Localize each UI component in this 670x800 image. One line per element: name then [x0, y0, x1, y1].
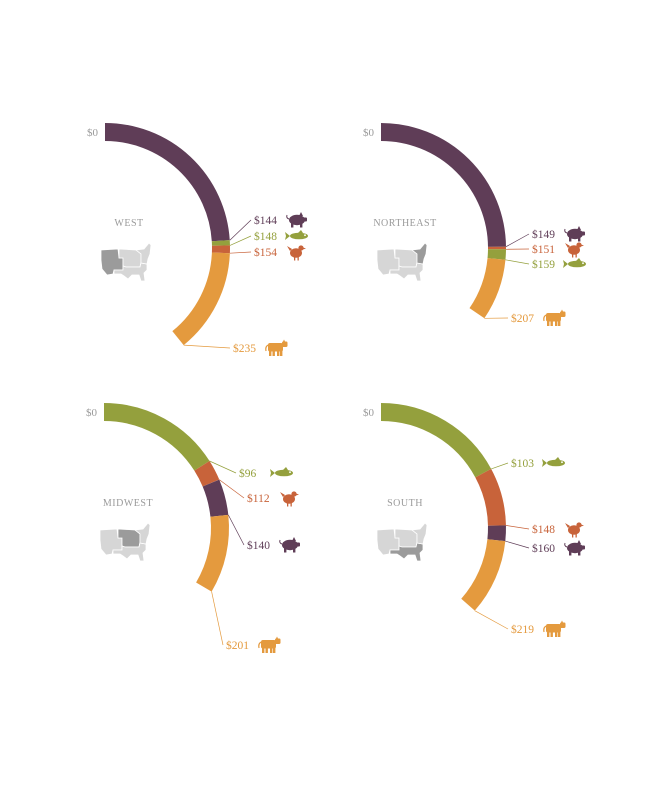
- fish-icon: [285, 230, 308, 240]
- fish-icon: [563, 258, 586, 268]
- us-map-highlight-south: [389, 542, 424, 562]
- arc-segment-pork: [202, 479, 229, 518]
- value-label-seafood: $103: [511, 457, 534, 470]
- arc-segment-seafood: [103, 403, 210, 471]
- zero-label: $0: [363, 407, 375, 419]
- value-label-beef: $201: [226, 639, 249, 652]
- arc-segment-seafood: [487, 249, 506, 260]
- us-map-highlight-northeast: [411, 242, 428, 265]
- us-map-south: [389, 262, 424, 282]
- leader-line-pork: [227, 514, 245, 546]
- region-label: SOUTH: [387, 498, 423, 509]
- us-map-northeast: [411, 522, 428, 545]
- zero-label: $0: [363, 127, 375, 139]
- arc-segment-seafood: [380, 403, 492, 478]
- panel-midwest: $0 MIDWEST $96 $112 $140 $201: [86, 403, 300, 653]
- pig-icon: [279, 537, 300, 553]
- us-map-icon: [376, 242, 428, 282]
- arc-segment-chicken: [475, 468, 506, 527]
- leader-line-pork: [505, 233, 530, 248]
- region-label: WEST: [114, 218, 143, 229]
- leader-line-beef: [474, 610, 509, 630]
- value-label-seafood: $159: [532, 258, 555, 271]
- value-label-beef: $219: [511, 623, 534, 636]
- chicken-icon: [565, 242, 584, 258]
- us-map-northeast: [135, 242, 152, 265]
- value-label-chicken: $148: [532, 523, 555, 536]
- pig-icon: [564, 226, 585, 242]
- leader-line-chicken: [229, 251, 252, 254]
- value-label-chicken: $154: [254, 246, 277, 259]
- arc-segment-chicken: [194, 461, 220, 487]
- panel-south: $0 SOUTH $103 $148 $160 $219: [363, 403, 585, 637]
- value-label-chicken: $151: [532, 243, 555, 256]
- us-map-icon: [376, 522, 428, 562]
- value-label-pork: $140: [247, 539, 270, 552]
- value-label-pork: $160: [532, 542, 555, 555]
- value-label-pork: $144: [254, 214, 277, 227]
- us-map-northeast: [134, 522, 151, 545]
- region-label: MIDWEST: [103, 498, 153, 509]
- arc-segment-pork: [104, 123, 230, 242]
- leader-line-beef: [211, 591, 224, 646]
- zero-label: $0: [87, 127, 99, 139]
- arc-segment-beef: [469, 257, 506, 319]
- arc-segment-pork: [487, 525, 506, 542]
- panel-northeast: $0 NORTHEAST $149 $151 $159 $207: [363, 123, 586, 326]
- leader-line-seafood: [491, 462, 509, 470]
- arc-segment-pork: [380, 123, 506, 248]
- chicken-icon: [565, 522, 584, 538]
- panel-west: $0 WEST $144 $148 $154 $235: [87, 123, 308, 356]
- zero-label: $0: [86, 407, 98, 419]
- cow-icon: [543, 620, 566, 637]
- arc-segment-beef: [461, 538, 506, 611]
- leader-line-seafood: [505, 259, 530, 265]
- leader-line-seafood: [209, 460, 237, 474]
- cow-icon: [258, 636, 281, 653]
- cow-icon: [543, 309, 566, 326]
- value-label-seafood: $96: [239, 467, 257, 480]
- value-label-beef: $235: [233, 342, 256, 355]
- chicken-icon: [280, 491, 299, 507]
- value-label-chicken: $112: [247, 492, 270, 505]
- value-label-pork: $149: [532, 228, 555, 241]
- cow-icon: [265, 339, 288, 356]
- us-map-icon: [99, 522, 151, 562]
- fish-icon: [270, 467, 293, 477]
- leader-line-chicken: [505, 525, 530, 530]
- pig-icon: [286, 212, 307, 228]
- us-map-south: [113, 262, 148, 282]
- arc-segment-beef: [172, 252, 230, 346]
- us-map-south: [112, 542, 147, 562]
- arc-segment-beef: [195, 514, 229, 592]
- leader-line-chicken: [218, 479, 245, 499]
- region-label: NORTHEAST: [373, 218, 436, 229]
- fish-icon: [542, 457, 565, 467]
- leader-line-pork: [229, 219, 252, 241]
- pig-icon: [564, 540, 585, 556]
- chicken-icon: [287, 245, 306, 261]
- value-label-seafood: $148: [254, 230, 277, 243]
- value-label-beef: $207: [511, 312, 534, 325]
- leader-line-pork: [505, 540, 530, 549]
- leader-line-seafood: [229, 235, 252, 246]
- leader-line-beef: [183, 344, 231, 349]
- us-map-icon: [100, 242, 152, 282]
